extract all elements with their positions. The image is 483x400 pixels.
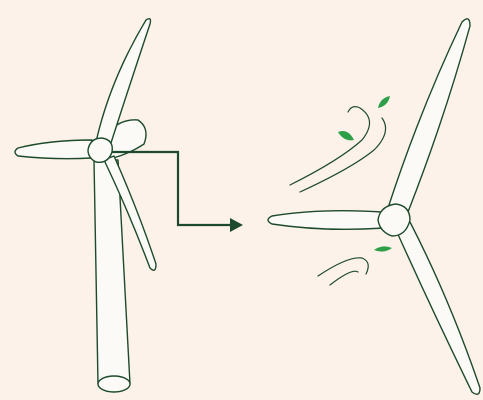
illustration — [0, 0, 483, 400]
hub — [88, 138, 112, 162]
tower-base — [98, 376, 130, 392]
page — [0, 0, 483, 400]
hub — [378, 204, 410, 236]
